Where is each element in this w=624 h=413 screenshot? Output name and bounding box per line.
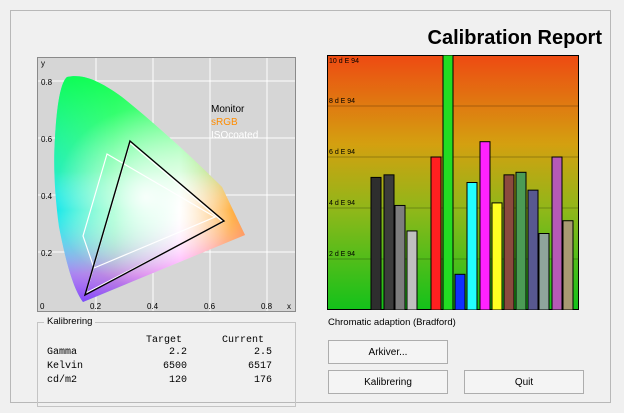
header-target: Target [146,335,183,346]
bar [562,220,574,310]
cie-x-tick-label: 0.6 [204,302,216,311]
bar [503,174,515,310]
cie-y-tick-label: 0.8 [41,78,53,87]
cie-x-axis-label: x [287,302,291,311]
cie-legend-item: sRGB [211,117,238,128]
cie-x-tick-label: 0.8 [261,302,273,311]
bar [491,202,503,310]
cie-y-tick-label: 0.2 [41,249,53,258]
bar [527,189,539,310]
bar [370,176,382,310]
bar [442,55,454,310]
row-kelvin-current: 6517 [247,361,272,372]
bar-y-tick-label: 6 d E 94 [329,149,355,156]
bar-y-tick-label: 4 d E 94 [329,200,355,207]
bar [383,174,395,310]
bar-y-tick-label: 8 d E 94 [329,98,355,105]
bar [515,171,527,310]
monitor-gamut [83,139,226,297]
row-luminance-label: cd/m2 [47,375,78,386]
row-gamma-label: Gamma [47,347,78,358]
kalibrering-button[interactable]: Kalibrering [328,370,448,394]
header-current: Current [222,335,265,346]
quit-button[interactable]: Quit [464,370,584,394]
row-gamma-target: 2.2 [168,347,187,358]
page-title: Calibration Report [427,27,602,49]
bar [466,182,478,310]
calibration-group-label: Kalibrering [44,316,96,327]
cie-y-tick-label: 0.4 [41,192,53,201]
row-luminance-current: 176 [253,375,272,386]
bar-chart-caption: Chromatic adaption (Bradford) [328,317,456,328]
cie-y-tick-label: 0.6 [41,135,53,144]
arkiver-button[interactable]: Arkiver... [328,340,448,364]
cie-x-tick-label: 0 [40,302,45,311]
bar-y-tick-label: 10 d E 94 [329,58,359,65]
bar [406,230,418,310]
cie-diagram: y x 0.8 0.6 0.4 0.2 0 0.2 0.4 0.6 0.8 Monitor sRG… [37,57,296,312]
bar [430,156,442,310]
row-kelvin-target: 6500 [162,361,187,372]
bar [551,156,563,310]
row-gamma-current: 2.5 [253,347,272,358]
bar [538,233,550,310]
isocoated-gamut [82,153,217,269]
bar [394,204,406,310]
calibration-group [37,322,296,407]
row-kelvin-label: Kelvin [47,361,84,372]
row-luminance-target: 120 [168,375,187,386]
cie-y-axis-label: y [41,59,45,68]
bar-y-tick-label: 2 d E 94 [329,251,355,258]
bar [454,273,466,310]
cie-x-tick-label: 0.4 [147,302,159,311]
cie-legend-item: Monitor [211,104,245,115]
cie-legend-item: ISOcoated [211,130,258,141]
bar [479,141,491,310]
delta-e-bar-chart: 10 d E 94 8 d E 94 6 d E 94 4 d E 94 2 d E 9… [327,55,579,310]
cie-x-tick-label: 0.2 [90,302,102,311]
